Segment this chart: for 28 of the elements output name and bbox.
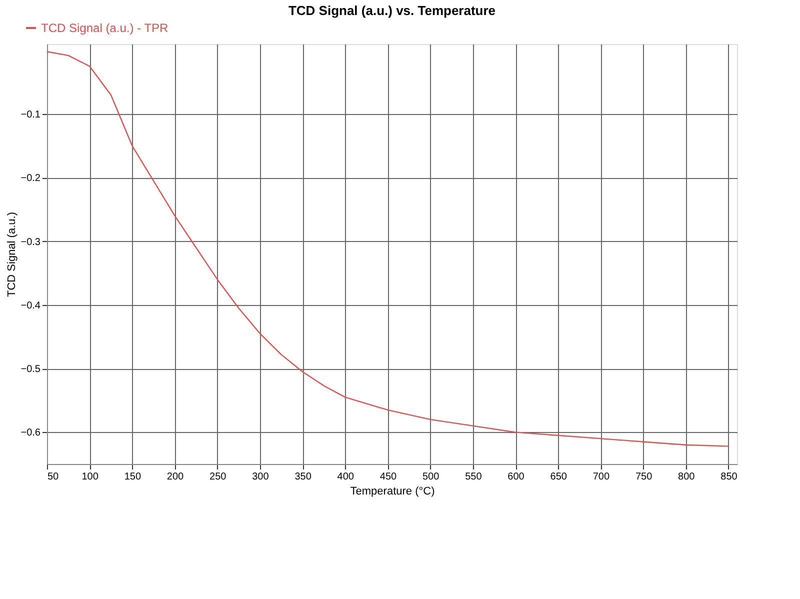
x-tick-label: 100	[82, 472, 99, 482]
x-tick-label: 500	[422, 472, 440, 482]
x-tick-label: 50	[48, 472, 60, 482]
x-tick-label: 850	[720, 472, 738, 482]
y-tick-label: −0.4	[20, 300, 41, 312]
y-tick-label: −0.1	[20, 110, 41, 120]
x-tick-label: 750	[635, 472, 653, 482]
x-tick-label: 250	[210, 472, 227, 482]
x-tick-label: 600	[508, 472, 525, 482]
chart-title: TCD Signal (a.u.) vs. Temperature	[288, 3, 496, 18]
y-axis-title: TCD Signal (a.u.)	[6, 212, 18, 297]
x-tick-label: 700	[592, 472, 610, 482]
x-tick-label: 300	[252, 472, 270, 482]
x-tick-label: 450	[380, 472, 398, 482]
y-tick-label: −0.2	[20, 173, 41, 184]
x-tick-label: 400	[337, 472, 354, 482]
line-series	[46, 51, 730, 447]
x-axis-title: Temperature (°C)	[350, 486, 435, 498]
y-tick-label: −0.5	[20, 364, 41, 376]
x-tick-label: 150	[124, 472, 142, 482]
x-tick-label: 800	[678, 472, 696, 482]
legend-label: TCD Signal (a.u.) - TPR	[41, 21, 168, 35]
x-tick-label: 350	[294, 472, 312, 482]
x-tick-label: 200	[166, 472, 184, 482]
y-tick-label: −0.6	[20, 428, 41, 439]
x-tick-label: 550	[465, 472, 482, 482]
x-tick-label: 650	[550, 472, 568, 482]
y-tick-label: −0.3	[20, 236, 41, 248]
